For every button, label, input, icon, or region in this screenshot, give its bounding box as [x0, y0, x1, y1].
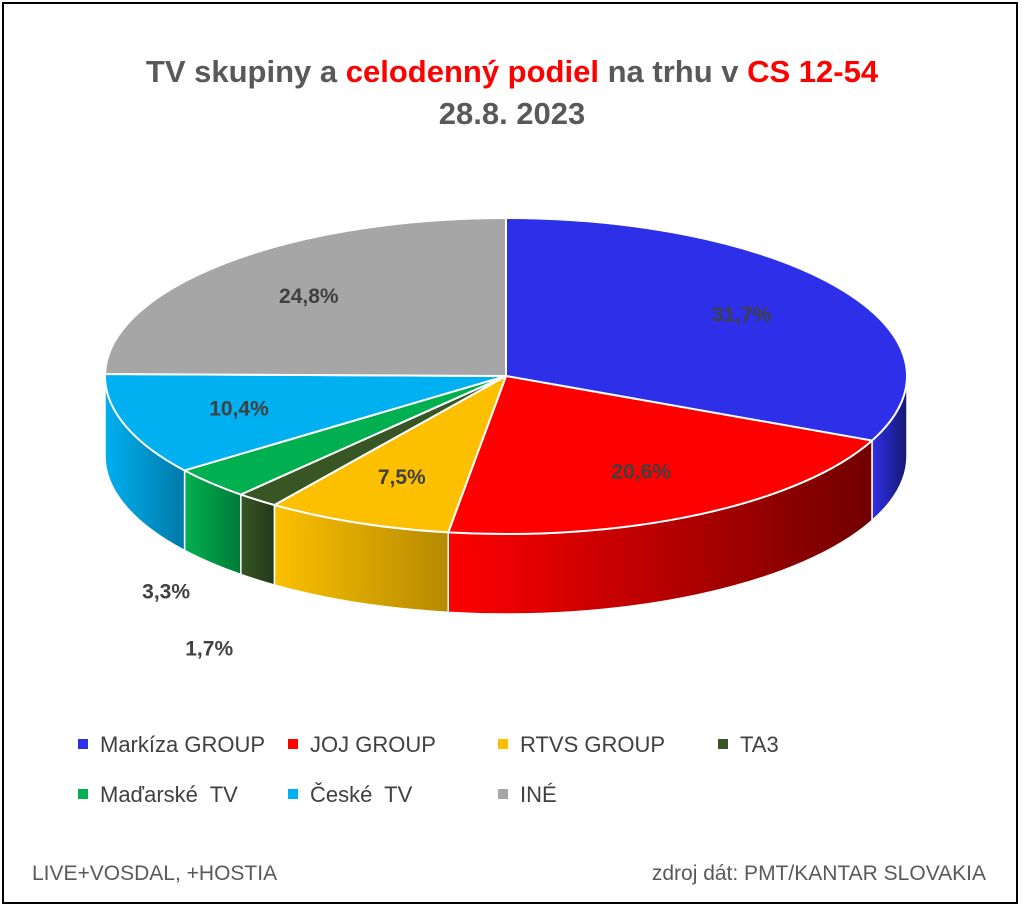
legend-label: TA3: [740, 732, 779, 757]
legend-item-ine: INÉ: [498, 780, 557, 810]
pie-slice-joj-group: [447, 375, 873, 535]
pie-slice-ceske-tv: [104, 373, 507, 472]
data-label-markiza-group: 31,7%: [712, 303, 772, 326]
data-label-ceske-tv: 10,4%: [209, 398, 269, 421]
legend-label: INÉ: [520, 782, 557, 807]
chart-date: 28.8. 2023: [438, 96, 586, 131]
pie-slice-ine: [104, 217, 507, 377]
legend-label: České TV: [310, 782, 413, 807]
legend-swatch: [498, 739, 508, 750]
data-label-ta3: 1,7%: [185, 637, 233, 660]
pie-slice-markiza-group: [505, 217, 908, 442]
legend-swatch: [288, 789, 298, 800]
legend-swatch: [498, 789, 508, 800]
pie-side-ta3: [240, 493, 276, 586]
legend-item-markiza-group: Markíza GROUP: [78, 730, 265, 760]
title-part1: TV skupiny a: [145, 54, 346, 89]
legend-swatch: [288, 739, 298, 750]
data-label-rtvs-group: 7,5%: [378, 466, 426, 489]
legend-label: RTVS GROUP: [520, 732, 666, 757]
legend-item-joj-group: JOJ GROUP: [288, 730, 436, 760]
legend-swatch: [78, 739, 88, 750]
legend-item-ta3: TA3: [718, 730, 779, 760]
footer-left-note: LIVE+VOSDAL, +HOSTIA: [32, 862, 278, 885]
legend-label: Markíza GROUP: [100, 732, 266, 757]
footer-source: zdroj dát: PMT/KANTAR SLOVAKIA: [651, 862, 986, 885]
pie-slices: [104, 217, 908, 535]
legend-item-rtvs-group: RTVS GROUP: [498, 730, 665, 760]
legend-label: JOJ GROUP: [310, 732, 436, 757]
data-label-ine: 24,8%: [279, 285, 339, 308]
data-label-joj-group: 20,6%: [611, 460, 671, 483]
legend-item-ceske-tv: České TV: [288, 780, 412, 810]
legend-swatch: [718, 739, 728, 750]
title-part2: na trhu v: [598, 54, 748, 89]
chart-title: TV skupiny a celodenný podiel na trhu v …: [0, 52, 1024, 92]
legend-label: Maďarské TV: [100, 782, 238, 807]
data-label-madarske-tv: 3,3%: [142, 581, 190, 604]
title-highlight-2: CS 12-54: [747, 54, 879, 89]
legend-item-madarske-tv: Maďarské TV: [78, 780, 238, 810]
title-highlight-1: celodenný podiel: [345, 54, 599, 89]
pie-slice-rtvs-group: [273, 375, 507, 534]
pie-data-labels: 31,7% 20,6% 7,5% 1,7% 3,3% 10,4% 24,8%: [142, 285, 772, 661]
legend-swatch: [78, 789, 88, 800]
